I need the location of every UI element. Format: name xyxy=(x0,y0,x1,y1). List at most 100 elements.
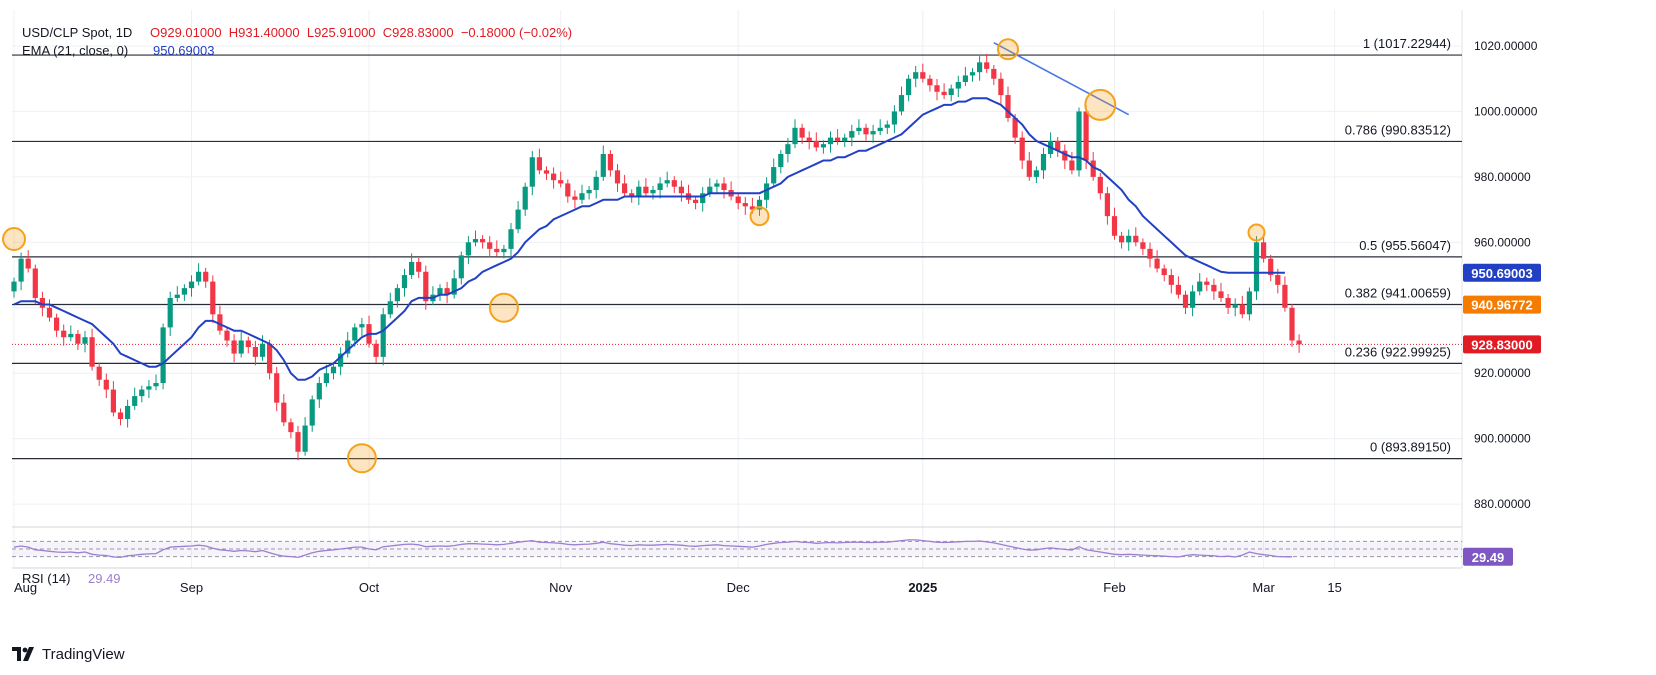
price-tick-label: 1020.00000 xyxy=(1474,39,1538,53)
candle-body xyxy=(1033,170,1039,177)
candle-body xyxy=(146,386,152,390)
rsi-label: RSI (14) xyxy=(22,571,70,586)
rsi-pane xyxy=(12,539,1462,569)
candle-body xyxy=(1055,140,1061,151)
candle-body xyxy=(1197,281,1203,292)
candle-body xyxy=(1126,235,1132,243)
candle-body xyxy=(1190,291,1196,308)
candle-body xyxy=(302,425,308,452)
candle-body xyxy=(991,68,997,79)
candle-body xyxy=(1225,297,1231,308)
rsi-line xyxy=(13,539,1292,559)
candle-body xyxy=(749,206,755,210)
candle-body xyxy=(785,144,791,154)
candle-body xyxy=(89,337,95,367)
candle-body xyxy=(1097,176,1103,194)
candle-body xyxy=(224,330,230,341)
candle-body xyxy=(153,383,159,387)
candle-body xyxy=(444,288,450,295)
candle-body xyxy=(884,124,890,128)
candle-body xyxy=(274,373,280,403)
candle-body xyxy=(238,340,244,354)
candle-body xyxy=(572,196,578,200)
candle-body xyxy=(103,379,109,390)
candle-body xyxy=(309,399,315,426)
candle-body xyxy=(515,209,521,230)
candle-body xyxy=(927,78,933,86)
candle-body xyxy=(25,258,31,269)
fib-level-label: 0.382 (941.00659) xyxy=(1345,285,1451,300)
candle-body xyxy=(671,180,677,187)
price-tick-label: 980.00000 xyxy=(1474,170,1531,184)
candle-body xyxy=(259,343,266,357)
candle-body xyxy=(842,137,848,141)
candle-body xyxy=(693,199,699,204)
candle-body xyxy=(96,366,102,380)
candle-body xyxy=(543,170,550,174)
candle-body xyxy=(735,196,741,204)
candle-body xyxy=(188,281,195,289)
candle-body xyxy=(551,173,557,181)
candle-body xyxy=(1282,284,1288,308)
candle-body xyxy=(1147,248,1153,259)
candle-body xyxy=(54,317,60,331)
highlight-marker xyxy=(997,38,1019,61)
ema-line xyxy=(13,97,1285,381)
brand-name: TradingView xyxy=(42,645,125,663)
candle-body xyxy=(1026,160,1032,177)
time-tick-label: 2025 xyxy=(908,580,937,595)
candle-body xyxy=(1040,153,1047,171)
candle-body xyxy=(813,140,819,148)
candle-body xyxy=(203,271,209,282)
candle-body xyxy=(1289,307,1295,341)
candle-body xyxy=(1239,304,1245,315)
candle-body xyxy=(579,193,585,200)
fib-level-label: 1 (1017.22944) xyxy=(1363,36,1451,51)
rsi-badge xyxy=(1463,547,1513,566)
candle-body xyxy=(856,127,862,132)
rsi-value-text: 29.49 xyxy=(88,571,121,586)
candle-body xyxy=(1076,111,1082,171)
candle-body xyxy=(437,288,443,295)
candle-body xyxy=(820,144,826,148)
candle-body xyxy=(799,127,805,138)
candle-body xyxy=(267,343,273,374)
candle-body xyxy=(827,137,834,145)
candle-body xyxy=(61,330,67,338)
ema-value: 950.69003 xyxy=(153,43,214,58)
candle-body xyxy=(891,111,897,125)
candlesticks xyxy=(11,53,1302,461)
candle-body xyxy=(593,176,599,190)
candle-body xyxy=(977,62,983,73)
highlight-marker xyxy=(1084,88,1117,121)
candle-body xyxy=(132,396,138,406)
candle-body xyxy=(387,301,393,315)
candle-body xyxy=(345,340,351,354)
candle-body xyxy=(600,153,606,177)
candle-body xyxy=(359,324,365,328)
candle-body xyxy=(806,137,812,141)
fib-level-label: 0 (893.89150) xyxy=(1370,440,1451,455)
footer: TradingView xyxy=(12,642,125,666)
candle-body xyxy=(167,297,173,328)
candle-body xyxy=(835,137,841,141)
fib-level-label: 0.236 (922.99925) xyxy=(1345,344,1451,359)
candle-body xyxy=(962,75,968,82)
candle-body xyxy=(913,72,919,79)
candle-body xyxy=(32,268,38,298)
candle-body xyxy=(863,127,869,135)
candle-body xyxy=(323,373,329,384)
candle-body xyxy=(1069,160,1075,171)
candle-body xyxy=(458,255,464,279)
candle-body xyxy=(529,157,535,187)
candle-body xyxy=(174,294,180,298)
candle-body xyxy=(622,183,628,194)
candle-body xyxy=(494,248,500,253)
candle-body xyxy=(700,193,706,204)
candle-body xyxy=(934,85,940,92)
time-tick-label: Dec xyxy=(727,580,751,595)
candle-body xyxy=(1090,160,1096,177)
candle-body xyxy=(352,327,358,341)
candle-body xyxy=(877,127,883,132)
candle-body xyxy=(281,402,287,423)
